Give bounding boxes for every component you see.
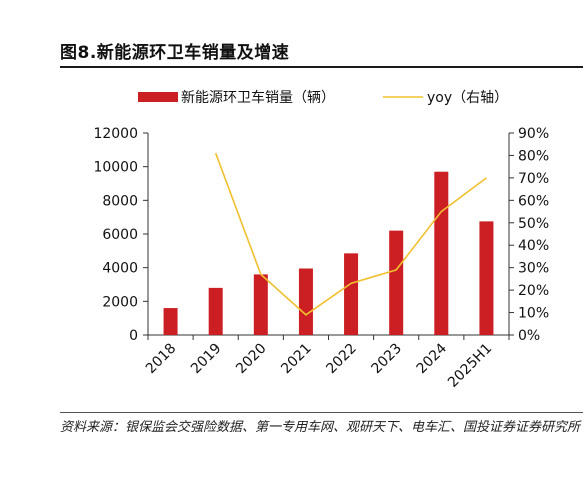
figure-title: 图8.新能源环卫车销量及增速 — [60, 43, 290, 63]
x-tick-label: 2019 — [188, 341, 225, 378]
sales-bar — [163, 308, 178, 335]
x-tick-label: 2023 — [369, 341, 406, 378]
y-tick-label-left: 10000 — [93, 160, 138, 176]
y-tick-label-right: 40% — [518, 238, 549, 254]
sales-bar — [208, 287, 223, 335]
legend-label-sales: 新能源环卫车销量（辆） — [181, 89, 335, 106]
sales-bar — [389, 230, 404, 335]
y-tick-label-left: 0 — [129, 328, 138, 344]
sales-bar — [434, 171, 449, 335]
y-tick-label-right: 60% — [518, 193, 549, 209]
y-tick-label-left: 8000 — [102, 193, 138, 209]
x-tick-label: 2025H1 — [445, 341, 495, 391]
legend-label-yoy: yoy（右轴） — [427, 90, 508, 106]
sales-bar — [479, 221, 494, 335]
title-divider — [60, 66, 583, 68]
y-tick-label-right: 70% — [518, 171, 549, 187]
y-tick-label-left: 12000 — [93, 126, 138, 142]
x-tick-label: 2022 — [323, 341, 360, 378]
y-tick-label-right: 90% — [518, 126, 549, 142]
source-divider — [60, 412, 583, 413]
y-tick-label-right: 30% — [518, 261, 549, 277]
y-tick-label-right: 80% — [518, 148, 549, 164]
x-tick-label: 2021 — [278, 341, 315, 378]
y-tick-label-right: 0% — [518, 328, 540, 344]
sales-bar — [344, 253, 359, 335]
y-tick-label-right: 50% — [518, 216, 549, 232]
y-tick-label-left: 2000 — [102, 294, 138, 310]
x-tick-label: 2018 — [143, 341, 180, 378]
y-tick-label-right: 10% — [518, 306, 549, 322]
legend-swatch-sales — [138, 92, 178, 102]
source-note: 资料来源：银保监会交强险数据、第一专用车网、观研天下、电车汇、国投证券证券研究所 — [60, 420, 581, 435]
y-tick-label-left: 4000 — [102, 261, 138, 277]
y-tick-label-right: 20% — [518, 283, 549, 299]
sales-bar — [298, 268, 313, 335]
x-tick-label: 2024 — [414, 340, 451, 377]
y-tick-label-left: 6000 — [102, 227, 138, 243]
sales-bar — [253, 274, 268, 335]
x-tick-label: 2020 — [233, 341, 270, 378]
